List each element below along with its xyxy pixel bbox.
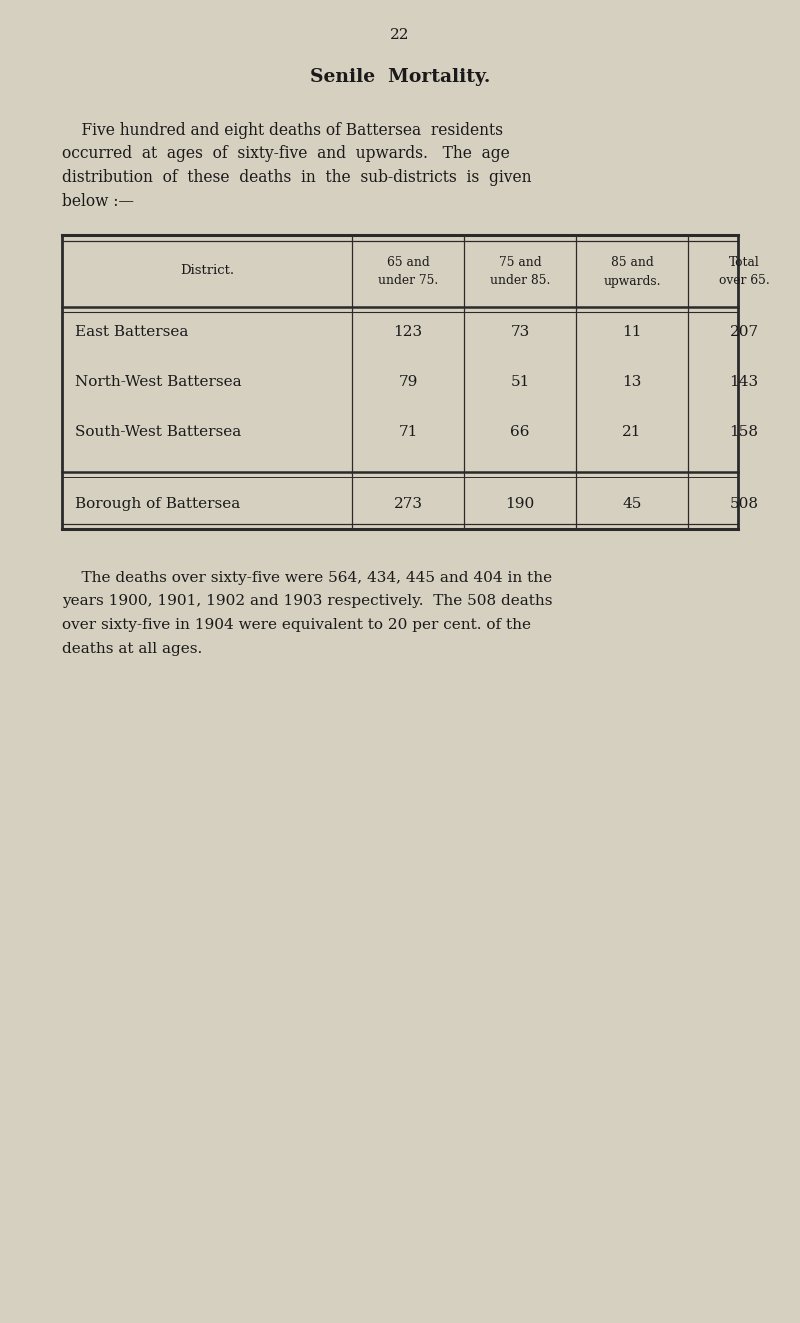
Text: 273: 273 (394, 497, 422, 511)
Text: over sixty-five in 1904 were equivalent to 20 per cent. of the: over sixty-five in 1904 were equivalent … (62, 618, 531, 632)
Text: under 85.: under 85. (490, 274, 550, 287)
Text: 66: 66 (510, 425, 530, 439)
Text: deaths at all ages.: deaths at all ages. (62, 642, 202, 655)
Text: 85 and: 85 and (610, 255, 654, 269)
Text: 65 and: 65 and (386, 255, 430, 269)
Text: 71: 71 (398, 425, 418, 439)
Text: 11: 11 (622, 325, 642, 339)
Text: Total: Total (729, 255, 759, 269)
Text: over 65.: over 65. (718, 274, 770, 287)
Text: 123: 123 (394, 325, 422, 339)
Text: 508: 508 (730, 497, 758, 511)
Text: occurred  at  ages  of  sixty-five  and  upwards.   The  age: occurred at ages of sixty-five and upwar… (62, 146, 510, 163)
Text: under 75.: under 75. (378, 274, 438, 287)
Text: 22: 22 (390, 28, 410, 42)
Text: Five hundred and eight deaths of Battersea  residents: Five hundred and eight deaths of Batters… (62, 122, 503, 139)
Text: Borough of Battersea: Borough of Battersea (75, 497, 240, 511)
Text: District.: District. (180, 265, 234, 278)
Text: East Battersea: East Battersea (75, 325, 188, 339)
Text: distribution  of  these  deaths  in  the  sub-districts  is  given: distribution of these deaths in the sub-… (62, 169, 531, 187)
Text: 21: 21 (622, 425, 642, 439)
Text: 73: 73 (510, 325, 530, 339)
Text: 79: 79 (398, 374, 418, 389)
Text: North-West Battersea: North-West Battersea (75, 374, 242, 389)
Text: 143: 143 (730, 374, 758, 389)
Text: South-West Battersea: South-West Battersea (75, 425, 242, 439)
Text: 75 and: 75 and (498, 255, 542, 269)
Text: 51: 51 (510, 374, 530, 389)
Text: 190: 190 (506, 497, 534, 511)
Text: The deaths over sixty-five were 564, 434, 445 and 404 in the: The deaths over sixty-five were 564, 434… (62, 572, 552, 585)
Text: upwards.: upwards. (603, 274, 661, 287)
Text: years 1900, 1901, 1902 and 1903 respectively.  The 508 deaths: years 1900, 1901, 1902 and 1903 respecti… (62, 594, 553, 609)
Text: 158: 158 (730, 425, 758, 439)
Text: 13: 13 (622, 374, 642, 389)
Text: 207: 207 (730, 325, 758, 339)
Text: Senile  Mortality.: Senile Mortality. (310, 67, 490, 86)
Text: below :—: below :— (62, 193, 134, 209)
Text: 45: 45 (622, 497, 642, 511)
